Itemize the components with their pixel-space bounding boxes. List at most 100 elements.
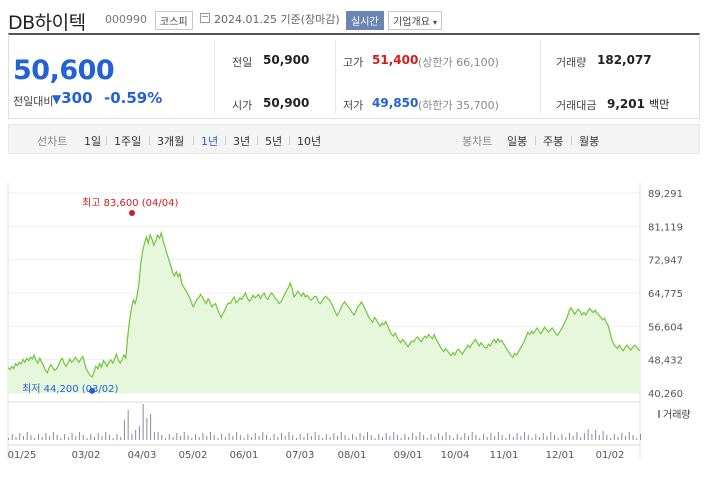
volume-bar [505,438,507,440]
period-5y[interactable]: 5년 [265,135,283,148]
volume-bar [355,437,357,440]
x-tick-label: 10/04 [441,450,470,461]
divider [571,136,572,145]
volume-bar [385,433,387,440]
low-annotation: 최저 44,200 (03/02) [22,383,118,395]
volume-bar [434,437,436,440]
period-10y[interactable]: 10년 [297,135,322,148]
period-1w[interactable]: 1주일 [114,135,142,148]
volume-bar [602,431,604,440]
volume-bar [161,435,163,440]
volume-bar [112,438,114,440]
volume-bar [108,435,110,440]
change-label: 전일대비 [13,95,54,108]
candle-daily[interactable]: 일봉 [507,135,528,148]
volume-value: 182,077 [597,53,652,67]
volume-legend: 거래량 [663,409,691,421]
y-tick-label: 56,604 [648,322,683,333]
quote-panel [8,33,700,119]
volume-bar [576,432,578,440]
volume-bar [19,433,21,440]
volume-bar [232,436,234,440]
divider [335,40,336,114]
down-triangle-icon: ▼ [52,92,62,106]
volume-bar [37,434,39,440]
divider [535,136,536,145]
volume-bar [591,434,593,440]
volume-bar [640,434,641,440]
volume-bar [280,433,282,440]
volume-bar [572,436,574,440]
volume-bar [460,437,462,440]
volume-bar [60,438,62,440]
volume-bar [471,432,473,440]
high-label: 고가 [343,56,364,69]
x-tick-label: 03/02 [72,450,101,461]
volume-bar [292,435,294,440]
realtime-button[interactable]: 실시간 [346,11,384,30]
period-1d[interactable]: 1일 [84,135,102,148]
divider [106,136,107,145]
volume-bar [344,435,346,440]
volume-bar [64,434,66,440]
volume-label: 거래량 [556,56,587,69]
volume-bar [370,435,372,440]
volume-bar [86,438,88,440]
candle-weekly[interactable]: 주봉 [543,135,564,148]
volume-bar [580,437,582,440]
volume-bar [426,438,428,440]
volume-bar [497,432,499,440]
volume-bar [419,432,421,440]
volume-bar [120,437,122,440]
x-tick-label: 09/01 [394,450,423,461]
volume-bar [153,432,155,440]
volume-bar [501,435,503,440]
volume-bar [628,432,630,440]
company-overview-button[interactable]: 기업개요 ▾ [388,11,443,30]
volume-bar [441,436,443,440]
amount-label: 거래대금 [556,99,597,112]
period-3m[interactable]: 3개월 [157,135,185,148]
volume-bar [322,438,324,440]
change-value: ▼300 [52,89,93,107]
volume-bar [531,438,533,440]
volume-bar [45,433,47,440]
high-annotation: 최고 83,600 (04/04) [82,197,178,209]
period-3y[interactable]: 3년 [233,135,251,148]
volume-bar [295,438,297,440]
volume-bar [587,429,589,440]
volume-bar [105,432,107,440]
volume-bar [131,434,133,440]
candle-monthly[interactable]: 월봉 [579,135,600,148]
volume-bar [228,433,230,440]
volume-bar [22,436,24,440]
volume-bar [475,435,477,440]
high-marker [129,210,135,216]
volume-bar [329,437,331,440]
volume-bar [568,433,570,440]
volume-bar [408,437,410,440]
divider [149,136,150,145]
low-marker [89,387,96,394]
period-1y[interactable]: 1년 [201,135,219,148]
x-tick-label: 05/02 [179,450,208,461]
volume-bar [8,438,9,440]
volume-bar [90,434,92,440]
volume-bar [535,434,537,440]
y-tick-label: 72,947 [648,256,683,267]
volume-bar [415,436,417,440]
open-label: 시가 [232,99,253,112]
high-value: 51,400 [372,53,419,67]
volume-bar [539,437,541,440]
volume-bar [494,436,496,440]
volume-bar [135,430,137,440]
volume-bar [198,437,200,440]
volume-bar [348,438,350,440]
market-badge: 코스피 [155,11,193,30]
volume-bar [273,434,275,440]
volume-bar [456,434,458,440]
volume-bar [75,436,77,440]
y-tick-label: 89,291 [648,189,683,200]
volume-bar [217,438,219,440]
quote-date: 2024.01.25 기준(장마감) [214,13,340,26]
